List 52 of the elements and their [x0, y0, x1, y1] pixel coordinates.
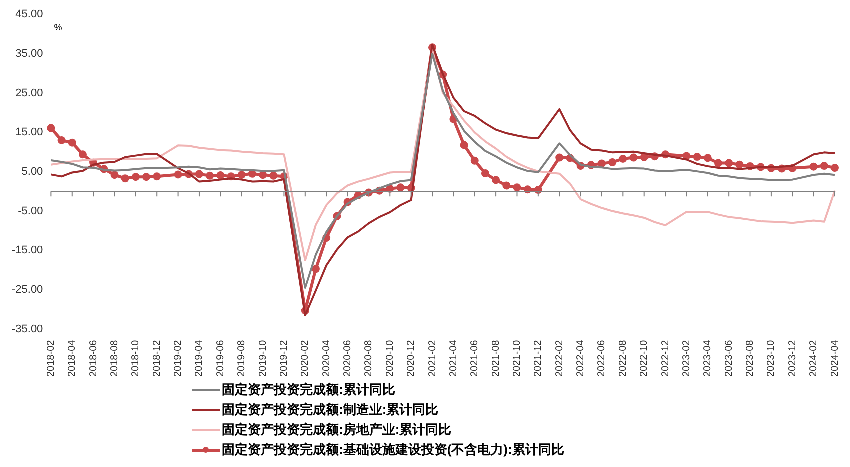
x-tick-label: 2020-02: [300, 340, 312, 378]
x-tick-label: 2023-08: [745, 340, 756, 378]
x-tick-label: 2023-04: [702, 340, 714, 378]
y-tick-label: 45.00: [16, 8, 44, 21]
x-tick-label: 2023-02: [681, 340, 692, 378]
x-tick-label: 2022-10: [639, 340, 650, 378]
y-tick-label: -15.00: [12, 244, 44, 257]
x-tick-label: 2019-12: [278, 340, 290, 378]
legend-label: 固定资产投资完成额:房地产业:累计同比: [222, 421, 452, 439]
y-tick-label: -5.00: [18, 205, 44, 218]
x-tick-label: 2022-04: [576, 340, 587, 378]
x-tick-label: 2019-02: [173, 340, 184, 378]
y-tick-label: 15.00: [16, 126, 44, 139]
x-tick-label: 2018-10: [130, 340, 142, 378]
y-tick-label: -25.00: [12, 284, 44, 296]
x-tick-label: 2021-04: [448, 340, 460, 378]
y-axis-title: %: [54, 22, 62, 33]
x-tick-label: 2024-02: [808, 340, 820, 378]
x-tick-label: 2019-08: [236, 340, 248, 378]
x-tick-label: 2020-06: [342, 340, 354, 378]
x-tick-label: 2020-10: [384, 340, 396, 378]
y-tick-label: 5.00: [22, 166, 44, 178]
x-tick-label: 2020-04: [321, 340, 332, 378]
x-tick-label: 2023-12: [787, 340, 798, 378]
x-tick-label: 2020-08: [364, 340, 375, 378]
x-tick-label: 2019-10: [258, 340, 269, 378]
x-tick-label: 2018-12: [152, 340, 163, 378]
x-tick-label: 2023-10: [766, 340, 778, 378]
legend-label: 固定资产投资完成额:基础设施建设投资(不含电力):累计同比: [222, 441, 564, 459]
x-tick-label: 2023-06: [724, 340, 735, 378]
x-tick-label: 2018-08: [109, 340, 120, 378]
x-tick-label: 2019-06: [215, 340, 226, 378]
x-tick-label: 2018-02: [46, 340, 57, 378]
x-tick-label: 2018-06: [88, 340, 100, 378]
x-tick-label: 2020-12: [406, 340, 418, 378]
y-tick-label: -35.00: [12, 323, 44, 336]
x-tick-label: 2021-12: [533, 340, 544, 378]
x-tick-label: 2021-08: [490, 340, 502, 378]
x-tick-label: 2022-12: [660, 340, 672, 378]
x-tick-label: 2021-10: [512, 340, 523, 378]
x-tick-label: 2019-04: [194, 340, 206, 378]
x-tick-label: 2022-02: [554, 340, 566, 378]
x-tick-label: 2018-04: [67, 340, 78, 378]
x-tick-label: 2024-04: [830, 340, 841, 378]
x-tick-label: 2022-06: [596, 340, 608, 378]
x-tick-label: 2021-06: [470, 340, 481, 378]
legend-label: 固定资产投资完成额:累计同比: [222, 381, 396, 399]
y-tick-label: 25.00: [16, 87, 44, 100]
y-tick-label: 35.00: [16, 48, 44, 60]
x-tick-label: 2022-08: [618, 340, 629, 378]
legend-label: 固定资产投资完成额:制造业:累计同比: [222, 401, 439, 419]
x-tick-label: 2021-02: [427, 340, 438, 378]
